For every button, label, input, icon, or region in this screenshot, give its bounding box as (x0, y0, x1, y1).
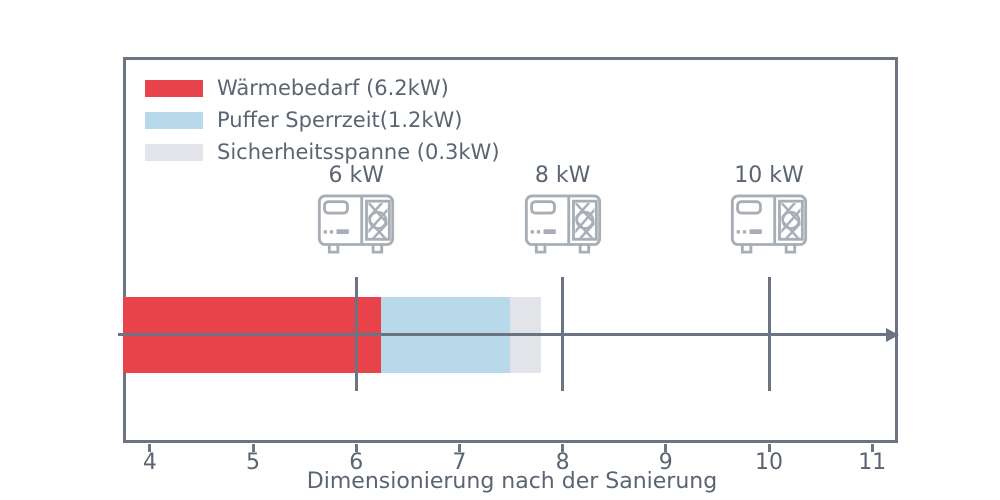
legend-row-puffer-sperrzeit: Puffer Sperrzeit(1.2kW) (145, 104, 500, 136)
x-tick-label-9: 9 (658, 450, 673, 475)
legend-label-waermebedarf: Wärmebedarf (6.2kW) (217, 75, 449, 100)
x-tick-4 (148, 444, 152, 452)
x-tick-label-7: 7 (452, 450, 467, 475)
x-axis-arrowhead-icon (886, 327, 899, 342)
legend-swatch-puffer-sperrzeit (145, 111, 203, 129)
heat-pump-label-6kw: 6 kW (328, 163, 384, 188)
x-tick-10 (767, 444, 771, 452)
x-tick-11 (870, 444, 874, 452)
x-tick-7 (457, 444, 461, 452)
x-tick-label-6: 6 (349, 450, 364, 475)
legend-row-waermebedarf: Wärmebedarf (6.2kW) (145, 72, 500, 104)
legend-label-puffer-sperrzeit: Puffer Sperrzeit(1.2kW) (217, 107, 463, 132)
x-tick-label-8: 8 (555, 450, 570, 475)
legend: Wärmebedarf (6.2kW) Puffer Sperrzeit(1.2k… (145, 72, 500, 168)
x-tick-9 (664, 444, 668, 452)
marker-line-10kw (767, 277, 771, 391)
x-tick-label-5: 5 (246, 450, 261, 475)
plot-frame (123, 57, 898, 443)
x-tick-5 (251, 444, 255, 452)
heat-pump-label-10kw: 10 kW (734, 163, 804, 188)
marker-line-8kw (561, 277, 565, 391)
legend-swatch-waermebedarf (145, 79, 203, 97)
x-tick-label-10: 10 (755, 450, 783, 475)
x-axis-arrow-line (118, 333, 888, 336)
x-tick-label-4: 4 (142, 450, 157, 475)
x-tick-8 (561, 444, 565, 452)
legend-label-sicherheitsspanne: Sicherheitsspanne (0.3kW) (217, 139, 500, 164)
x-axis-label: Dimensionierung nach der Sanierung (306, 469, 718, 494)
x-tick-label-11: 11 (858, 450, 887, 475)
marker-line-6kw (354, 277, 358, 391)
heat-pump-label-8kw: 8 kW (534, 163, 591, 188)
heat-pump-icon-8kw (523, 194, 603, 255)
legend-row-sicherheitsspanne: Sicherheitsspanne (0.3kW) (145, 136, 500, 168)
legend-swatch-sicherheitsspanne (145, 143, 203, 161)
heat-pump-icon-10kw (729, 194, 809, 255)
x-tick-6 (354, 444, 358, 452)
heat-pump-icon-6kw (316, 194, 396, 255)
